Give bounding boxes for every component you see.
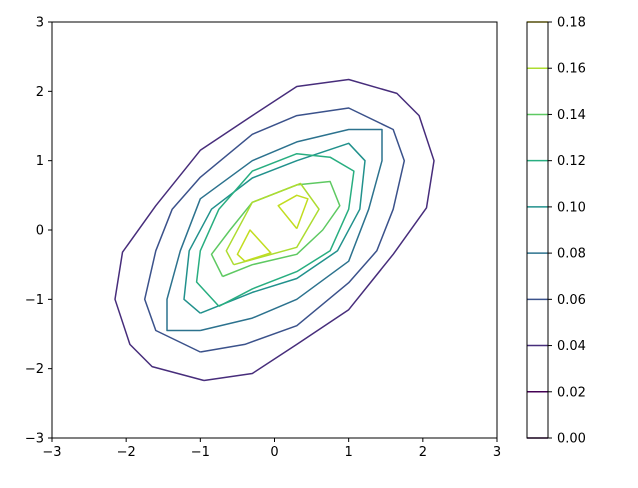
colorbar-tick-label: 0.14 — [557, 108, 586, 123]
y-axis: −3 −2 −1 0 1 2 3 — [25, 16, 52, 447]
x-tick-label: 0 — [270, 445, 278, 460]
contour-level-0-04-1 — [143, 107, 406, 353]
x-tick-label: −2 — [117, 445, 136, 460]
colorbar-tick-label: 0.18 — [557, 16, 586, 31]
colorbar-tick-label: 0.00 — [557, 432, 586, 447]
contour-lines — [114, 78, 435, 382]
y-tick-label: 1 — [36, 154, 44, 169]
contour-level-0-02-0 — [114, 78, 435, 382]
y-tick-label: 0 — [36, 224, 44, 239]
x-tick-label: 3 — [493, 445, 501, 460]
contour-level-0-14-6 — [225, 182, 320, 266]
plot-frame — [51, 21, 498, 439]
colorbar-tick-label: 0.16 — [557, 62, 586, 77]
y-tick-label: −3 — [25, 432, 44, 447]
colorbar-tick-label: 0.10 — [557, 200, 586, 215]
y-tick-label: −1 — [25, 293, 44, 308]
colorbar-tick-label: 0.02 — [557, 385, 586, 400]
colorbar: 0.00 0.02 0.04 0.06 0.08 0.10 0.12 0.14 0.16 0.18 — [526, 16, 586, 447]
contour-level-0-16-7 — [277, 194, 309, 230]
y-tick-label: 3 — [36, 16, 44, 31]
contour-level-0-1-4 — [195, 152, 355, 307]
x-tick-label: −1 — [191, 445, 210, 460]
contour-level-0-16-8 — [236, 229, 272, 262]
y-tick-label: −2 — [25, 362, 44, 377]
contour-level-0-12-5 — [210, 180, 341, 278]
x-tick-label: −3 — [42, 445, 61, 460]
x-tick-label: 1 — [345, 445, 353, 460]
colorbar-tick-label: 0.08 — [557, 247, 586, 262]
colorbar-tick-label: 0.06 — [557, 293, 586, 308]
colorbar-frame — [526, 21, 549, 439]
x-tick-label: 2 — [419, 445, 427, 460]
y-tick-label: 2 — [36, 85, 44, 100]
contour-level-0-06-2 — [166, 128, 383, 332]
colorbar-tick-label: 0.12 — [557, 154, 586, 169]
contour-level-0-08-3 — [183, 142, 366, 314]
x-axis: −3 −2 −1 0 1 2 3 — [42, 438, 501, 460]
colorbar-tick-label: 0.04 — [557, 339, 586, 354]
